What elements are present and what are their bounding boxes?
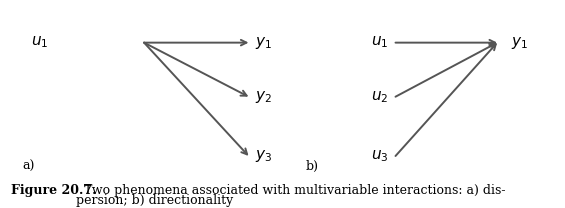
Text: $y_2$: $y_2$ bbox=[255, 89, 272, 105]
Text: persion; b) directionality: persion; b) directionality bbox=[76, 194, 233, 207]
Text: $u_1$: $u_1$ bbox=[371, 35, 389, 51]
Text: $y_3$: $y_3$ bbox=[255, 148, 273, 164]
Text: Two phenomena associated with multivariable interactions: a) dis-: Two phenomena associated with multivaria… bbox=[76, 184, 506, 197]
Text: $u_1$: $u_1$ bbox=[31, 35, 48, 51]
Text: $y_1$: $y_1$ bbox=[255, 35, 272, 51]
Text: Figure 20.7.: Figure 20.7. bbox=[11, 184, 97, 197]
Text: a): a) bbox=[23, 160, 35, 173]
Text: $u_2$: $u_2$ bbox=[371, 89, 389, 105]
Text: $y_1$: $y_1$ bbox=[511, 35, 528, 51]
Text: b): b) bbox=[305, 160, 318, 173]
Text: $u_3$: $u_3$ bbox=[371, 148, 389, 164]
